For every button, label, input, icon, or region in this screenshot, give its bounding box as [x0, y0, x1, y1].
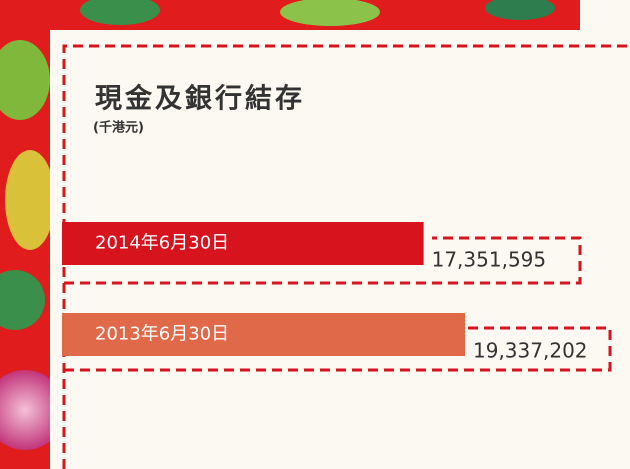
- chart-subtitle: (千港元): [93, 120, 144, 136]
- bar: [62, 222, 424, 265]
- label-box: [64, 236, 582, 285]
- value-label: 19,337,202: [473, 339, 588, 363]
- frame-border: [62, 44, 630, 469]
- chart-title: 現金及銀行結存: [95, 83, 305, 115]
- label-box: [64, 326, 612, 372]
- category-label: 2014年6月30日: [95, 233, 229, 254]
- bar: [62, 313, 465, 356]
- category-label: 2013年6月30日: [95, 324, 229, 345]
- value-label: 17,351,595: [432, 248, 547, 272]
